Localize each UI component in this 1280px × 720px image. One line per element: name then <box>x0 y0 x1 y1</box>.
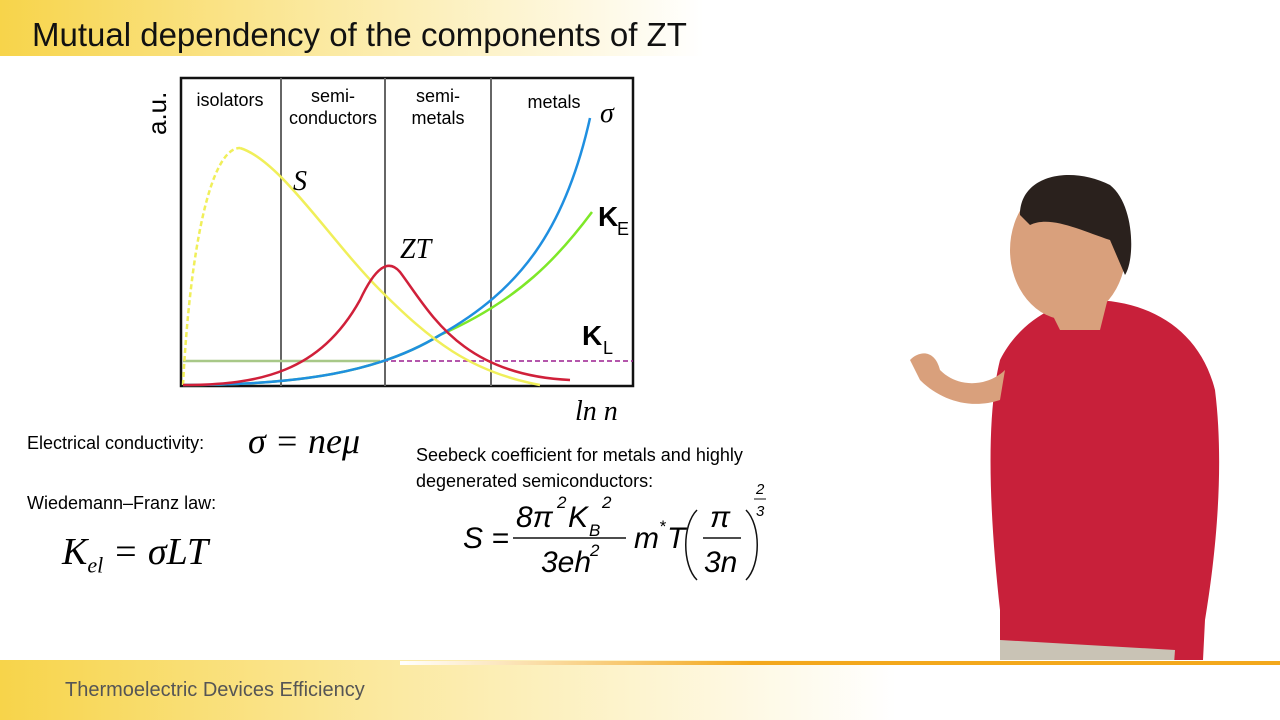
region-label: semi- <box>416 86 460 106</box>
presenter <box>910 175 1220 720</box>
s-label: S <box>293 166 307 197</box>
formula-part: B <box>589 521 600 540</box>
formula-part: 2 <box>556 493 567 512</box>
seebeck-formula: S = 8π 2 K B 2 3eh 2 m * T π 3n 2 3 <box>463 481 766 581</box>
ke-label: K <box>598 201 618 232</box>
region-label: metals <box>527 92 580 112</box>
formula-part: 3n <box>704 546 737 579</box>
plot-frame <box>179 76 635 388</box>
formula-part: K <box>568 501 590 534</box>
formula-part: 3eh <box>541 546 591 579</box>
formula-part: T <box>667 522 688 555</box>
kl-sub: L <box>603 338 613 358</box>
kl-label: K <box>582 320 602 351</box>
sigma-curve <box>182 117 592 387</box>
region-label: semi- <box>311 86 355 106</box>
region-dividers <box>280 78 492 386</box>
y-axis-label: a.u. <box>142 92 172 135</box>
wf-label: Wiedemann–Franz law: <box>27 493 217 513</box>
seebeck-label: Seebeck coefficient for metals and highl… <box>416 445 743 491</box>
formula-part: K <box>62 531 88 573</box>
title: Mutual dependency of the components of Z… <box>32 16 687 53</box>
sigma-label: σ <box>600 98 615 129</box>
formula-part: m <box>634 522 659 555</box>
formula-part: = σLT <box>103 531 209 573</box>
formula-part: 2 <box>601 493 612 512</box>
footer-bar <box>0 660 1280 720</box>
formula-part: S = <box>463 522 509 555</box>
zt-curve <box>182 264 571 387</box>
formula-part: * <box>659 517 667 536</box>
formula-part: 3 <box>756 503 765 520</box>
zt-label: ZT <box>400 234 434 265</box>
s-curve-dashed <box>181 146 241 386</box>
footer-text: Thermoelectric Devices Efficiency <box>65 679 365 701</box>
formula-part: 2 <box>589 541 600 560</box>
wf-formula: Kel = σLT <box>62 530 208 579</box>
formula-part: 2 <box>755 481 765 498</box>
region-label: isolators <box>196 90 263 110</box>
conductivity-label: Electrical conductivity: <box>27 433 205 453</box>
title-bar <box>0 0 1280 56</box>
s-curve <box>239 146 541 387</box>
footer-line <box>400 661 1280 665</box>
x-axis-label: ln n <box>575 396 618 427</box>
chart: a.u. ln n isolators semi- conductors sem… <box>142 76 635 427</box>
conductivity-formula: σ = neμ <box>248 421 361 461</box>
formula-part: el <box>87 552 104 578</box>
ke-sub: E <box>617 219 629 239</box>
formula-part: π <box>710 501 731 534</box>
region-label: metals <box>411 108 464 128</box>
formula-part: 8π <box>516 501 554 534</box>
region-label: conductors <box>289 108 377 128</box>
